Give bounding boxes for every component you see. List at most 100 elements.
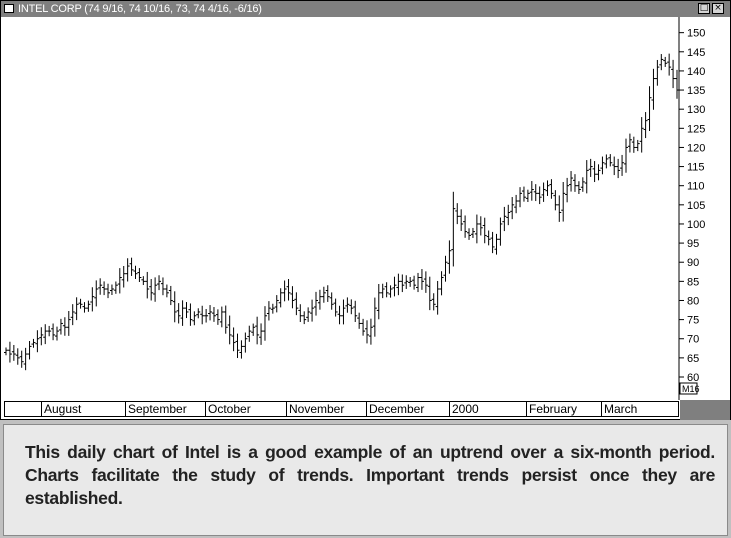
ohlc-bar (525, 189, 530, 202)
ohlc-bar (62, 317, 67, 336)
ohlc-bar (317, 289, 322, 310)
title-bar[interactable]: INTEL CORP (74 9/16, 74 10/16, 73, 74 4/… (1, 1, 730, 17)
close-button[interactable]: × (712, 3, 724, 14)
y-tick-label: 145 (687, 47, 705, 59)
ohlc-bar (51, 323, 56, 341)
ohlc-bar (396, 273, 401, 296)
month-label: October (205, 402, 251, 416)
ohlc-bar (106, 283, 111, 299)
ohlc-bar (172, 291, 177, 323)
ohlc-bar (168, 285, 173, 306)
ohlc-bar (294, 292, 299, 316)
ohlc-bar (262, 306, 267, 341)
ohlc-bar (125, 258, 130, 282)
ohlc-bar (278, 288, 283, 308)
ohlc-bar (435, 280, 440, 315)
ohlc-bar (290, 286, 295, 309)
ohlc-bar (27, 340, 32, 360)
month-label: February (526, 402, 577, 416)
y-tick-label: 115 (687, 162, 705, 174)
ohlc-bar (298, 304, 303, 322)
ohlc-bar (157, 275, 162, 291)
ohlc-bar (102, 281, 107, 296)
caption-box: This daily chart of Intel is a good exam… (3, 424, 728, 536)
ohlc-bar (349, 299, 354, 315)
month-label: September (125, 402, 187, 416)
y-tick-label: 95 (687, 238, 699, 250)
ohlc-bar (329, 292, 334, 310)
ohlc-bar (313, 291, 318, 316)
y-tick-label: 85 (687, 276, 699, 288)
ohlc-bar (325, 285, 330, 302)
ohlc-bar (180, 300, 185, 326)
ohlc-bar (588, 158, 593, 177)
ohlc-bar (510, 197, 515, 220)
ohlc-bar (192, 311, 197, 326)
month-label: November (286, 402, 344, 416)
ohlc-bar (627, 133, 632, 153)
ohlc-bar (117, 268, 122, 294)
ohlc-bar (533, 184, 538, 202)
y-tick-label: 125 (687, 123, 705, 135)
ohlc-bar (537, 186, 542, 205)
y-tick-label: 75 (687, 315, 699, 327)
ohlc-bar (478, 216, 483, 236)
ohlc-bar (647, 86, 652, 131)
ohlc-bar (439, 271, 444, 296)
ohlc-bar (286, 279, 291, 301)
restore-button[interactable]: □ (698, 3, 710, 14)
ohlc-bar (541, 182, 546, 202)
month-label: August (41, 402, 81, 416)
ohlc-bar (15, 348, 20, 365)
ohlc-bar (231, 327, 236, 352)
ohlc-bar (474, 214, 479, 244)
ohlc-bar (98, 278, 103, 295)
ohlc-bar (23, 347, 28, 371)
ohlc-bar (419, 269, 424, 290)
ohlc-bar (576, 181, 581, 195)
ohlc-bar (90, 287, 95, 312)
month-label: 2000 (449, 402, 479, 416)
ohlc-bar (612, 156, 617, 176)
y-tick-label: 100 (687, 219, 705, 231)
ohlc-bar (109, 284, 114, 296)
ohlc-bar (149, 279, 154, 301)
y-tick-label: 140 (687, 66, 705, 78)
chart-window: INTEL CORP (74 9/16, 74 10/16, 73, 74 4/… (0, 0, 731, 420)
ohlc-bar (361, 318, 366, 336)
ohlc-bar (671, 59, 676, 89)
ohlc-bar (39, 327, 44, 346)
ohlc-bar (459, 209, 464, 231)
month-label: December (366, 402, 424, 416)
ohlc-bar (227, 315, 232, 345)
y-axis: 60 65 70 75 80 85 90 95 100 105 110 115 120 125 130 135… (679, 28, 705, 384)
month-label: March (601, 402, 637, 416)
ohlc-bar (259, 323, 264, 345)
ohlc-bar (431, 293, 436, 311)
ohlc-bar (82, 302, 87, 313)
window-menu-icon[interactable] (4, 4, 14, 13)
price-bars (4, 53, 679, 371)
ohlc-bar (208, 305, 213, 321)
y-tick-label: 65 (687, 353, 699, 365)
y-tick-label: 80 (687, 295, 699, 307)
ohlc-bar (565, 177, 570, 203)
ohlc-bar (400, 274, 405, 293)
ohlc-bar (380, 283, 385, 299)
ohlc-bar (372, 297, 377, 337)
ohlc-bar (204, 309, 209, 323)
ohlc-bar (239, 340, 244, 359)
last-price-label: M16 (682, 384, 700, 394)
ohlc-bar (310, 299, 315, 322)
ohlc-bar (266, 301, 271, 321)
ohlc-bar (412, 275, 417, 290)
ohlc-bar (282, 280, 287, 302)
last-price-marker (679, 382, 698, 395)
ohlc-bar (251, 323, 256, 336)
ohlc-bar (514, 194, 519, 214)
ohlc-bar (243, 332, 248, 353)
ohlc-bar (675, 69, 679, 99)
ohlc-bar (392, 276, 397, 297)
ohlc-bar (643, 112, 648, 139)
ohlc-bar (302, 311, 307, 325)
